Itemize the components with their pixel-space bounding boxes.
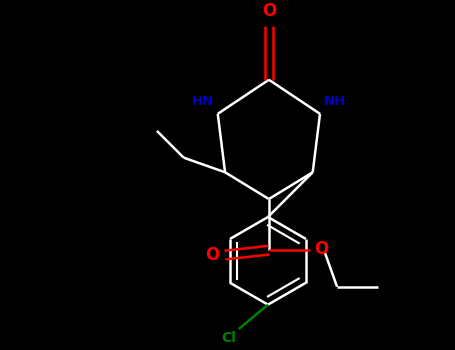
Text: O: O (314, 240, 329, 258)
Text: HN: HN (192, 95, 214, 108)
Text: NH: NH (324, 95, 346, 108)
Text: O: O (205, 246, 219, 264)
Text: O: O (262, 2, 276, 20)
Text: Cl: Cl (222, 331, 236, 345)
